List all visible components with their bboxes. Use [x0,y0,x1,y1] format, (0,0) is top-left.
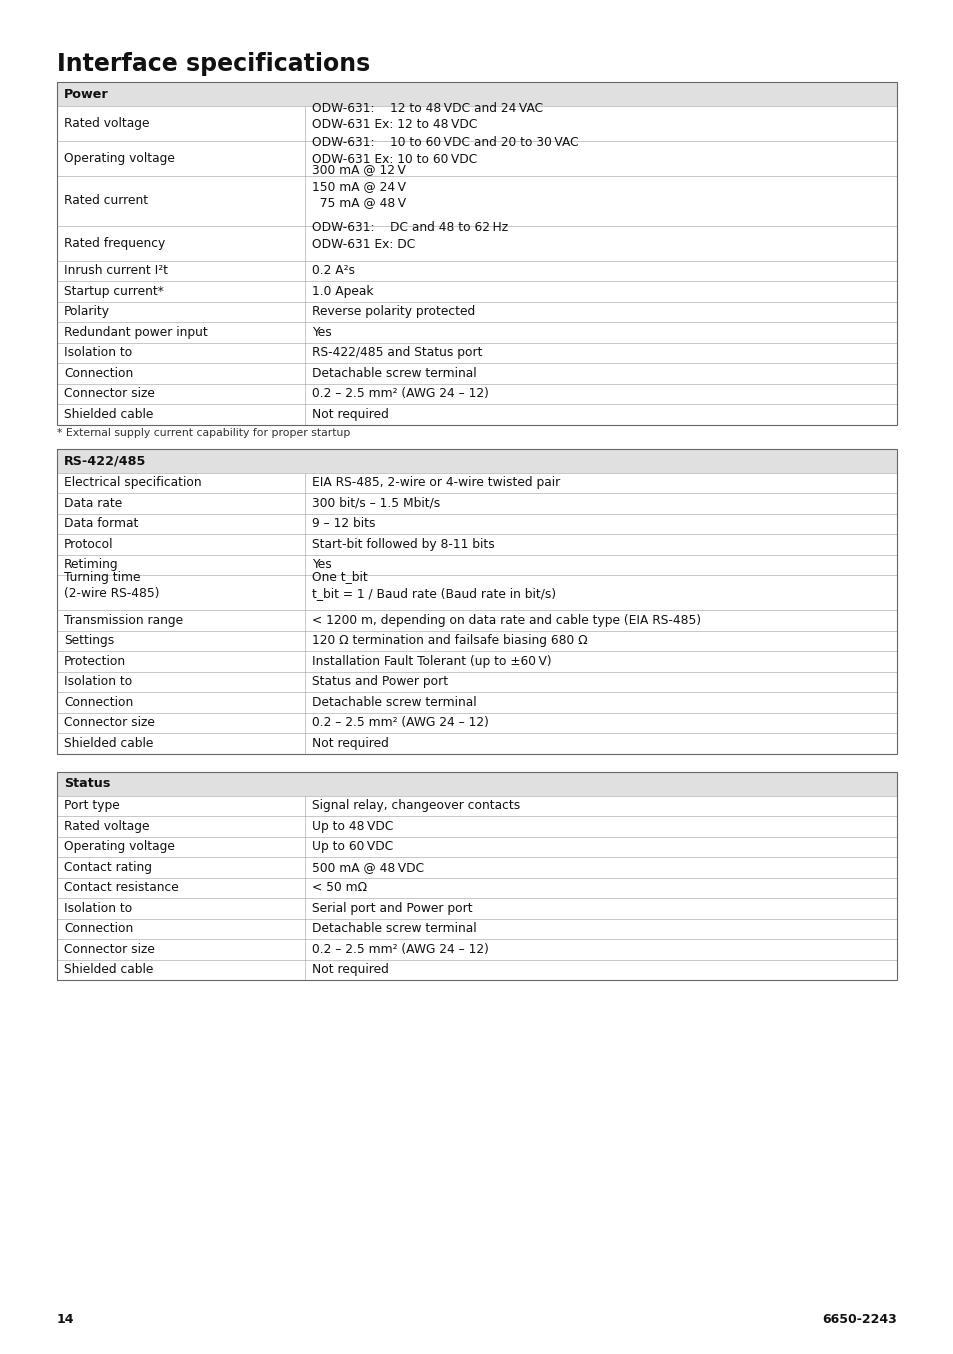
Text: Contact resistance: Contact resistance [64,881,178,894]
Text: Protection: Protection [64,655,126,668]
Text: Yes: Yes [312,326,332,338]
Text: Data format: Data format [64,517,138,531]
Text: 0.2 – 2.5 mm² (AWG 24 – 12): 0.2 – 2.5 mm² (AWG 24 – 12) [312,716,488,730]
Text: 300 mA @ 12 V
150 mA @ 24 V
  75 mA @ 48 V: 300 mA @ 12 V 150 mA @ 24 V 75 mA @ 48 V [312,164,405,210]
Text: Redundant power input: Redundant power input [64,326,208,338]
Text: 300 bit/s – 1.5 Mbit/s: 300 bit/s – 1.5 Mbit/s [312,497,439,509]
Text: < 50 mΩ: < 50 mΩ [312,881,367,894]
Text: 0.2 A²s: 0.2 A²s [312,264,355,278]
Text: Status: Status [64,777,111,789]
Text: One t_bit
t_bit = 1 / Baud rate (Baud rate in bit/s): One t_bit t_bit = 1 / Baud rate (Baud ra… [312,570,556,600]
Text: 0.2 – 2.5 mm² (AWG 24 – 12): 0.2 – 2.5 mm² (AWG 24 – 12) [312,942,488,956]
Text: Contact rating: Contact rating [64,861,152,873]
Text: RS-422/485: RS-422/485 [64,454,146,467]
Text: Startup current*: Startup current* [64,284,164,298]
Bar [57,772,896,796]
Text: Shielded cable: Shielded cable [64,963,153,976]
Text: Not required: Not required [312,963,388,976]
Text: Serial port and Power port: Serial port and Power port [312,902,472,915]
Text: Signal relay, changeover contacts: Signal relay, changeover contacts [312,799,519,812]
Text: Detachable screw terminal: Detachable screw terminal [312,922,476,936]
Text: 6650-2243: 6650-2243 [821,1313,896,1326]
Bar [57,83,896,425]
Text: Installation Fault Tolerant (up to ±60 V): Installation Fault Tolerant (up to ±60 V… [312,655,551,668]
Text: Retiming: Retiming [64,558,118,571]
Text: RS-422/485 and Status port: RS-422/485 and Status port [312,347,482,359]
Text: 14: 14 [57,1313,74,1326]
Text: Inrush current I²t: Inrush current I²t [64,264,168,278]
Text: Connector size: Connector size [64,716,154,730]
Text: Isolation to: Isolation to [64,676,132,688]
Text: Turning time
(2-wire RS-485): Turning time (2-wire RS-485) [64,570,159,600]
Text: ODW-631:    10 to 60 VDC and 20 to 30 VAC
ODW-631 Ex: 10 to 60 VDC: ODW-631: 10 to 60 VDC and 20 to 30 VAC O… [312,137,578,167]
Text: Rated voltage: Rated voltage [64,819,150,833]
Text: 9 – 12 bits: 9 – 12 bits [312,517,375,531]
Text: ODW-631:    DC and 48 to 62 Hz
ODW-631 Ex: DC: ODW-631: DC and 48 to 62 Hz ODW-631 Ex: … [312,221,507,250]
Text: Up to 48 VDC: Up to 48 VDC [312,819,393,833]
Text: Reverse polarity protected: Reverse polarity protected [312,305,475,318]
Text: 0.2 – 2.5 mm² (AWG 24 – 12): 0.2 – 2.5 mm² (AWG 24 – 12) [312,387,488,401]
Text: Not required: Not required [312,408,388,421]
Text: Port type: Port type [64,799,120,812]
Text: Operating voltage: Operating voltage [64,152,174,165]
Text: * External supply current capability for proper startup: * External supply current capability for… [57,428,350,439]
Text: Connector size: Connector size [64,942,154,956]
Text: Rated voltage: Rated voltage [64,116,150,130]
Text: Protocol: Protocol [64,538,113,551]
Text: Status and Power port: Status and Power port [312,676,448,688]
Text: Not required: Not required [312,737,388,750]
Text: Operating voltage: Operating voltage [64,841,174,853]
Text: Yes: Yes [312,558,332,571]
Text: Isolation to: Isolation to [64,347,132,359]
Text: Detachable screw terminal: Detachable screw terminal [312,367,476,379]
Text: 500 mA @ 48 VDC: 500 mA @ 48 VDC [312,861,423,873]
Text: Connection: Connection [64,696,133,708]
Text: 1.0 Apeak: 1.0 Apeak [312,284,373,298]
Text: Interface specifications: Interface specifications [57,51,370,76]
Bar [57,772,896,980]
Text: 120 Ω termination and failsafe biasing 680 Ω: 120 Ω termination and failsafe biasing 6… [312,634,587,647]
Text: Shielded cable: Shielded cable [64,408,153,421]
Bar [57,448,896,753]
Text: Start-bit followed by 8-11 bits: Start-bit followed by 8-11 bits [312,538,494,551]
Text: Connection: Connection [64,367,133,379]
Text: Settings: Settings [64,634,114,647]
Text: Connection: Connection [64,922,133,936]
Text: Data rate: Data rate [64,497,122,509]
Text: Connector size: Connector size [64,387,154,401]
Text: Up to 60 VDC: Up to 60 VDC [312,841,393,853]
Text: Rated frequency: Rated frequency [64,237,165,249]
Text: < 1200 m, depending on data rate and cable type (EIA RS-485): < 1200 m, depending on data rate and cab… [312,613,700,627]
Text: Electrical specification: Electrical specification [64,477,201,489]
Text: Power: Power [64,88,109,100]
Bar [57,448,896,473]
Text: Rated current: Rated current [64,194,148,207]
Text: Polarity: Polarity [64,305,110,318]
Text: Isolation to: Isolation to [64,902,132,915]
Bar [57,83,896,106]
Text: Detachable screw terminal: Detachable screw terminal [312,696,476,708]
Text: Shielded cable: Shielded cable [64,737,153,750]
Text: Transmission range: Transmission range [64,613,183,627]
Text: ODW-631:    12 to 48 VDC and 24 VAC
ODW-631 Ex: 12 to 48 VDC: ODW-631: 12 to 48 VDC and 24 VAC ODW-631… [312,102,542,131]
Text: EIA RS-485, 2-wire or 4-wire twisted pair: EIA RS-485, 2-wire or 4-wire twisted pai… [312,477,559,489]
